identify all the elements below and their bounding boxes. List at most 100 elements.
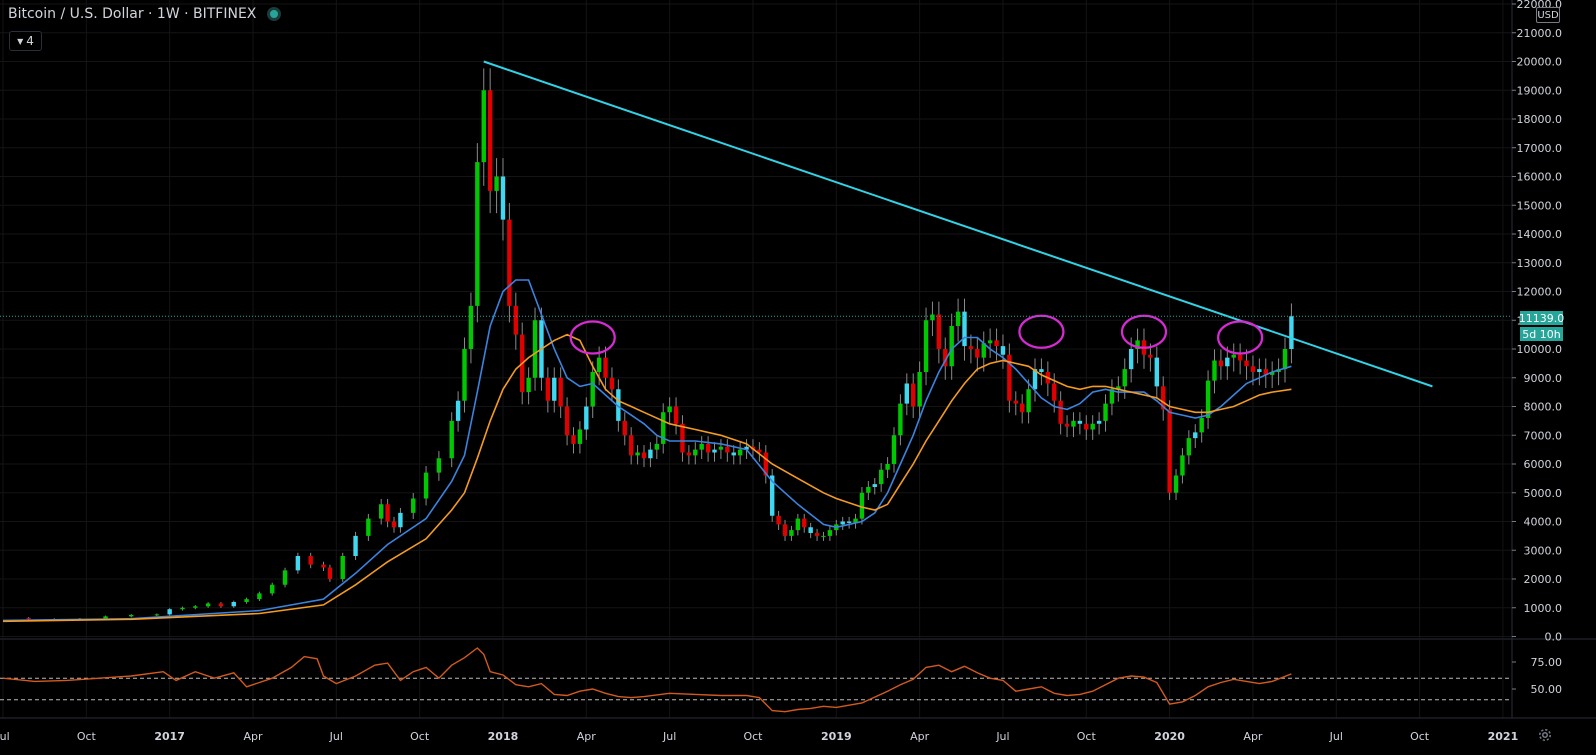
candle-body (731, 452, 736, 456)
candle-body (904, 383, 910, 404)
candle-body (1084, 423, 1089, 430)
candle-body (1154, 357, 1159, 387)
candle-body (1007, 354, 1012, 401)
indicator-count: 4 (26, 34, 34, 48)
gear-icon[interactable] (1532, 722, 1558, 748)
candle-body (411, 498, 416, 513)
candle-body (898, 403, 903, 436)
price-tick-label: 10000.0 (1517, 343, 1563, 356)
rsi-tick-label: 50.00 (1531, 683, 1563, 696)
candle-body (1205, 380, 1211, 418)
candle-body (1103, 403, 1108, 421)
moving-averages (2, 279, 1292, 623)
candle-body (366, 518, 371, 536)
price-tick-label: 1000.0 (1524, 602, 1563, 615)
candle-body (1263, 369, 1268, 375)
candle-body (1064, 423, 1070, 427)
candle-body (866, 487, 871, 493)
time-tick-label: 2020 (1154, 730, 1185, 743)
candle-body (1109, 389, 1115, 404)
candle-body (1096, 420, 1102, 424)
candle-body (628, 435, 634, 456)
candle-body (661, 412, 666, 444)
time-tick-label: 2019 (821, 730, 852, 743)
time-tick-label: Jul (662, 730, 676, 743)
market-status-icon (270, 10, 279, 18)
price-tick-label: 6000.0 (1524, 458, 1563, 471)
time-tick-label: Jul (0, 730, 10, 743)
candle-body (770, 475, 775, 516)
bar-countdown-badge: 5d 10h (1520, 327, 1563, 341)
candle-body (327, 567, 333, 579)
candle-body (270, 584, 275, 594)
candle-body (891, 435, 897, 464)
candle-body (712, 449, 717, 453)
price-tick-label: 22000.0 (1517, 0, 1563, 11)
candle-body (321, 564, 326, 568)
candle-body (1122, 369, 1127, 387)
candle-body (244, 599, 249, 602)
candle-body (878, 469, 884, 485)
candle-body (545, 377, 551, 401)
candle-body (205, 603, 211, 607)
candle-body (1161, 386, 1166, 410)
price-tick-label: 15000.0 (1517, 199, 1563, 212)
candle-body (840, 521, 845, 525)
chart-header: Bitcoin / U.S. Dollar · 1W · BITFINEX (8, 6, 279, 22)
time-tick-label: Oct (1410, 730, 1430, 743)
candle-body (917, 372, 922, 407)
candle-body (923, 320, 929, 372)
symbol-title[interactable]: Bitcoin / U.S. Dollar · 1W · BITFINEX (8, 6, 257, 22)
candle-body (532, 320, 538, 378)
circle-annotations[interactable] (569, 314, 1264, 355)
candle-body (475, 162, 480, 306)
price-tick-label: 4000.0 (1524, 516, 1563, 529)
candle-body (385, 504, 390, 522)
candle-body (802, 518, 807, 528)
trendline[interactable] (483, 60, 1433, 388)
candle-body (1077, 420, 1083, 424)
candle-body (718, 446, 724, 450)
candle-body (955, 311, 961, 326)
candle-body (667, 406, 672, 413)
candle-body (449, 420, 454, 459)
price-tick-label: 5000.0 (1524, 487, 1563, 500)
candle-body (872, 484, 877, 487)
currency-button[interactable]: USD (1536, 7, 1560, 23)
price-tick-label: 12000.0 (1517, 286, 1563, 299)
candle-body (782, 524, 788, 536)
candle-body (776, 515, 781, 525)
time-tick-label: Oct (1077, 730, 1097, 743)
time-tick-label: Jul (329, 730, 343, 743)
candle-body (257, 593, 262, 600)
candle-body (795, 518, 801, 531)
rsi-line (2, 647, 1292, 713)
ema-line-slow (2, 333, 1292, 623)
candle-body (821, 535, 826, 537)
candle-body (853, 518, 858, 523)
candle-body (1148, 354, 1153, 358)
candle-body (558, 377, 563, 407)
candle-body (596, 357, 602, 372)
price-tick-label: 13000.0 (1517, 257, 1563, 270)
candle-body (757, 449, 762, 453)
candle-body (699, 443, 704, 450)
candle-body (936, 314, 942, 349)
candle-body (1257, 369, 1262, 372)
indicator-count-button[interactable]: ▼ 4 (9, 31, 42, 51)
price-tick-label: 14000.0 (1517, 228, 1563, 241)
candle-body (1218, 360, 1224, 367)
candle-body (507, 219, 512, 306)
candle-body (994, 340, 999, 347)
candle-body (526, 377, 531, 393)
candle-body (1052, 383, 1057, 401)
rsi-tick-label: 75.00 (1531, 656, 1563, 669)
candle-body (930, 314, 935, 321)
time-tick-label: Oct (743, 730, 763, 743)
time-tick-label: Oct (77, 730, 97, 743)
candle-body (648, 449, 653, 459)
candle-body (641, 452, 647, 459)
candle-body (391, 521, 397, 528)
